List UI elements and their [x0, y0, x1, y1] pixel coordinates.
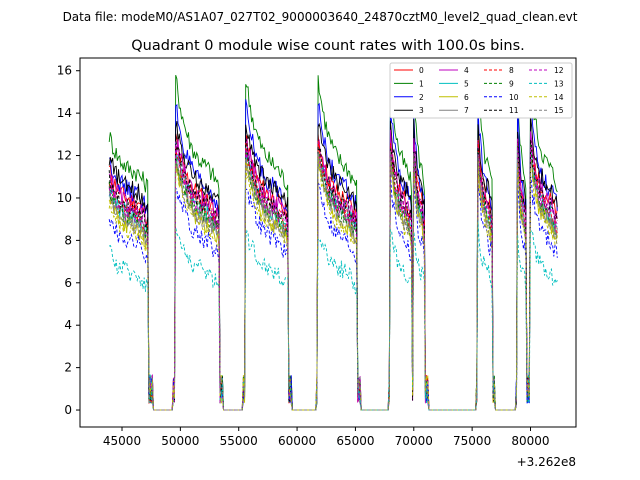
legend-label-0: 0 — [419, 66, 424, 75]
legend-label-15: 15 — [554, 106, 564, 115]
legend-label-7: 7 — [464, 106, 469, 115]
legend-label-14: 14 — [554, 93, 564, 102]
series-line-10 — [108, 172, 558, 411]
y-tick-label: 6 — [64, 276, 72, 290]
legend-box — [389, 62, 573, 119]
y-tick-label: 14 — [57, 106, 72, 120]
legend-label-10: 10 — [509, 93, 519, 102]
series-line-15 — [108, 150, 558, 411]
y-tick-label: 8 — [64, 233, 72, 247]
series-line-1 — [108, 72, 558, 411]
legend-label-8: 8 — [509, 66, 514, 75]
x-offset-label: +3.262e8 — [517, 455, 576, 469]
series-line-11 — [108, 134, 558, 411]
legend-label-9: 9 — [509, 79, 514, 88]
legend-label-6: 6 — [464, 93, 469, 102]
x-tick-label: 75000 — [453, 434, 491, 448]
legend-label-12: 12 — [554, 66, 564, 75]
legend-label-4: 4 — [464, 66, 469, 75]
x-tick-label: 50000 — [161, 434, 199, 448]
legend-label-5: 5 — [464, 79, 469, 88]
y-tick-label: 10 — [57, 191, 72, 205]
y-tick-label: 12 — [57, 149, 72, 163]
x-axis: 45000 50000 55000 60000 65000 70000 75000 80000 — [103, 427, 550, 448]
figure-suptitle: Data file: modeM0/AS1A07_027T02_90000036… — [63, 10, 578, 24]
series-line-12 — [108, 139, 558, 411]
legend-label-2: 2 — [419, 93, 424, 102]
series-line-8 — [108, 139, 558, 411]
x-tick-label: 60000 — [278, 434, 316, 448]
x-tick-label: 65000 — [336, 434, 374, 448]
y-tick-label: 4 — [64, 318, 72, 332]
series-line-3 — [108, 115, 558, 411]
y-tick-label: 0 — [64, 403, 72, 417]
axes-frame — [79, 57, 577, 428]
y-axis: 0 2 4 6 8 10 12 14 16 — [57, 64, 80, 417]
chart-title: Quadrant 0 module wise count rates with … — [131, 38, 525, 54]
series-line-13 — [108, 220, 558, 411]
legend-label-3: 3 — [419, 106, 424, 115]
legend-label-13: 13 — [554, 79, 564, 88]
legend-label-1: 1 — [419, 79, 424, 88]
x-tick-label: 70000 — [395, 434, 433, 448]
y-tick-label: 16 — [57, 64, 72, 78]
x-tick-label: 45000 — [103, 434, 141, 448]
y-tick-label: 2 — [64, 361, 72, 375]
plot-lines — [108, 72, 558, 411]
series-line-5 — [108, 140, 558, 411]
x-tick-label: 55000 — [220, 434, 258, 448]
x-tick-label: 80000 — [511, 434, 549, 448]
series-line-0 — [108, 130, 558, 411]
series-line-14 — [108, 156, 558, 411]
legend-label-11: 11 — [509, 106, 519, 115]
